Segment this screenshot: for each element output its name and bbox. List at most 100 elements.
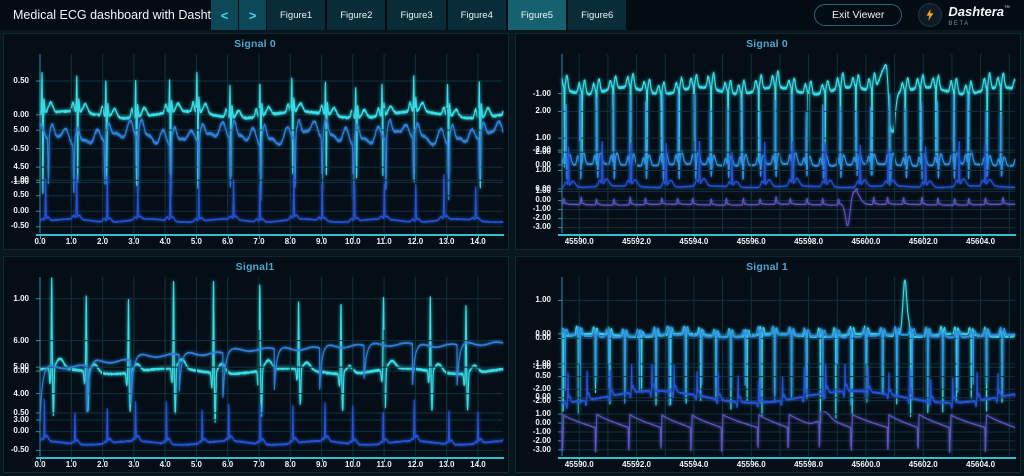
y-tick-label: 0.50 [13,190,29,200]
x-tick-mark [352,459,354,462]
x-tick-mark [196,459,198,462]
chevron-left-icon: < [220,7,229,23]
x-tick-label: 12.0 [407,460,424,469]
x-tick-mark [579,459,581,462]
x-tick-label: 10.0 [345,237,361,246]
x-tick-mark [980,459,982,462]
tab-figure6[interactable]: Figure6 [568,0,627,30]
ecg-subplot: 0.00 -1.00 -2.00 [518,316,1016,412]
y-tick-label: -2.00 [532,395,551,405]
x-tick-mark [923,459,925,462]
x-tick-mark [415,236,417,239]
x-tick-mark [579,236,581,239]
x-axis-labels: 0.0 1.0 2.0 3.0 4.0 5.0 6.0 7.0 8.0 9.0 10.0 11.0 12… [6,234,504,247]
x-tick-label: 45590.0 [564,460,594,469]
tab-figure5[interactable]: Figure5 [507,0,567,30]
x-tick-label: 0.0 [34,237,46,246]
x-axis-labels: 45590.0 45592.0 45594.0 45596.0 45598.0 45600… [518,234,1016,247]
x-tick-label: 45600.0 [851,460,881,469]
y-tick-label: -1.00 [532,426,551,436]
y-tick-label: 0.50 [535,371,551,381]
x-tick-label: 7.0 [253,460,265,469]
ecg-subplot: 5.00 4.50 [6,108,504,205]
x-tick-label: 14.0 [470,237,486,246]
x-tick-mark [477,236,479,239]
tab-figure2[interactable]: Figure2 [327,0,386,30]
x-tick-mark [102,459,104,462]
ecg-trace [39,118,504,201]
x-tick-label: 45598.0 [794,237,824,246]
y-tick-label: 5.00 [13,362,29,372]
x-tick-mark [636,236,638,239]
y-tick-label: 6.00 [13,335,29,345]
x-tick-label: 45596.0 [736,237,766,246]
x-tick-mark [808,236,810,239]
x-tick-label: 45598.0 [794,460,824,469]
x-tick-label: 45594.0 [679,460,709,469]
x-tick-mark [133,236,135,239]
x-tick-label: 5.0 [190,237,202,246]
exit-viewer-button[interactable]: Exit Viewer [814,4,903,26]
x-tick-label: 3.0 [128,460,140,469]
ecg-trace [561,187,1016,227]
y-tick-label: -1.00 [532,88,551,98]
logo-name: Dashtera [948,3,1004,19]
x-tick-label: 45592.0 [622,460,651,469]
x-tick-label: 12.0 [407,237,424,246]
x-tick-mark [321,459,323,462]
subplot-rows: 1.00 0.00 -1.00 -2.00 0.00 -1.00 -2.00 0.50 0.00… [518,277,1016,456]
x-tick-mark [321,236,323,239]
x-tick-label: 1.0 [65,237,77,246]
y-tick-label: -3.00 [532,222,551,232]
ecg-trace [561,93,1016,181]
ecg-subplot: 1.00 0.00 [6,277,504,429]
subplot-rows: -1.00 -2.00 2.00 1.00 0.00 2.00 1.00 0.00 1.00 0.… [518,54,1016,233]
tab-figure1[interactable]: Figure1 [267,0,326,30]
x-tick-label: 13.0 [438,460,455,469]
ecg-subplot: 1.00 0.00 -1.00 -2.00 [518,277,1016,424]
tab-figure4[interactable]: Figure4 [447,0,506,30]
ecg-subplot: 2.00 1.00 0.00 [518,93,1016,189]
prev-figure-button[interactable]: < [211,0,238,30]
lightning-bolt-icon [918,3,943,27]
x-tick-mark [446,459,448,462]
x-tick-mark [384,236,386,239]
ecg-trace [39,398,504,446]
x-tick-label: 45600.0 [851,237,881,246]
x-tick-mark [227,459,229,462]
y-tick-label: 0.00 [535,195,551,205]
y-tick-label: 1.00 [13,174,29,184]
panel-bottom-left: Signal1 1.00 0.00 6.00 5.00 4.00 3.00 0.50 0.00… [3,256,509,473]
x-tick-label: 4.0 [159,237,171,246]
x-tick-mark [165,236,167,239]
y-tick-label: -1.00 [532,362,551,372]
y-tick-label: 0.00 [535,159,551,169]
next-figure-button[interactable]: > [239,0,266,30]
tab-figure3[interactable]: Figure3 [387,0,446,30]
x-tick-mark [71,459,73,462]
x-tick-mark [258,459,260,462]
ecg-subplot: 1.00 0.50 0.00 -0.50 [6,173,504,233]
ecg-subplot: 6.00 5.00 4.00 3.00 [6,330,504,429]
x-tick-label: 45590.0 [564,237,594,246]
x-tick-label: 7.0 [253,237,265,246]
panel-top-left: Signal 0 0.50 0.00 -0.50 -1.00 5.00 4.50 1.00 0… [3,33,509,250]
chart-grid: Signal 0 0.50 0.00 -0.50 -1.00 5.00 4.50 1.00 0… [0,30,1024,476]
x-tick-mark [808,459,810,462]
y-tick-label: 4.50 [13,162,29,172]
y-tick-label: 0.00 [13,109,29,119]
subplot-rows: 0.50 0.00 -0.50 -1.00 5.00 4.50 1.00 0.50 0.00 -0… [6,54,504,233]
app-title: Medical ECG dashboard with Dasht... [13,8,211,22]
y-tick-label: 2.00 [535,106,551,116]
y-tick-label: 0.00 [535,417,551,427]
x-tick-mark [477,459,479,462]
x-axis-line [36,457,504,459]
dashtera-logo: Dashtera™ BETA [918,0,1024,30]
y-tick-label: 0.00 [535,328,551,338]
topbar-spacer [628,0,814,30]
x-tick-label: 6.0 [222,237,234,246]
x-tick-label: 2.0 [97,237,109,246]
x-axis-line [36,234,504,236]
x-tick-mark [865,459,867,462]
y-tick-label: 2.00 [535,146,551,156]
